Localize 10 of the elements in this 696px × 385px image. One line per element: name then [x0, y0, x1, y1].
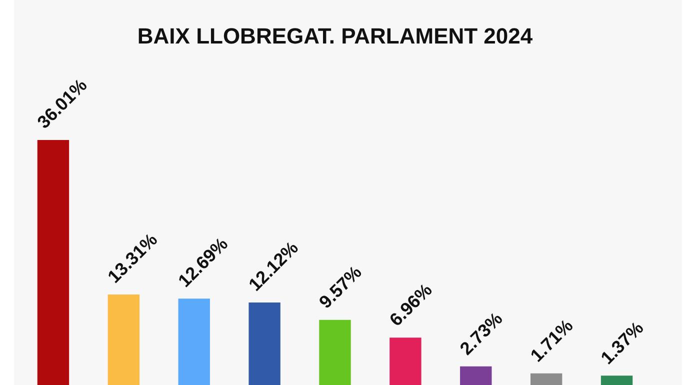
bar	[460, 366, 492, 385]
bar	[248, 302, 280, 385]
bar	[319, 320, 351, 385]
chart-title: BAIX LLOBREGAT. PARLAMENT 2024	[137, 23, 534, 48]
bar	[178, 298, 210, 385]
bar	[37, 140, 70, 385]
bar	[530, 373, 562, 385]
bar	[390, 338, 422, 385]
bar	[108, 294, 140, 385]
bar	[600, 376, 633, 385]
